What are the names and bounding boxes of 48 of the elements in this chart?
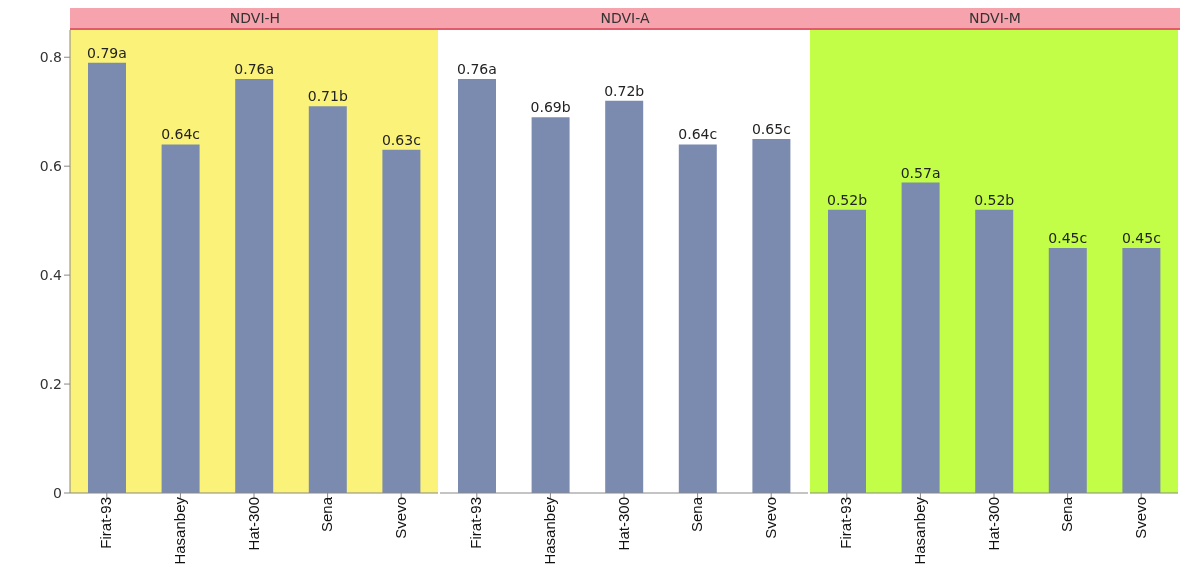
data-label: 0.64c (161, 126, 201, 143)
data-label: 0.76a (457, 61, 497, 78)
chart-title: NDVI-M (810, 8, 1180, 30)
y-tick-label: 0 (53, 484, 62, 501)
bar (531, 117, 570, 493)
bar (161, 144, 200, 493)
y-tick-label: 0.8 (39, 49, 62, 66)
x-tick-label: Svevo (761, 497, 779, 539)
x-tick-label: Hat-300 (244, 497, 262, 551)
x-tick-label: Firat-93 (837, 497, 855, 549)
x-tick-label: Sena (318, 496, 336, 533)
data-label: 0.65c (751, 120, 791, 137)
bar (678, 144, 717, 493)
data-label: 0.52b (826, 191, 868, 208)
data-label: 0.52b (974, 191, 1015, 208)
x-tick-label: Hasanbey (911, 496, 929, 565)
bar (458, 79, 496, 493)
x-tick-label: Svevo (391, 497, 409, 539)
data-label: 0.63c (381, 131, 421, 148)
data-label: 0.45c (1121, 229, 1161, 246)
x-tick-label: Svevo (1131, 497, 1149, 539)
x-tick-label: Sena (1058, 496, 1076, 533)
data-label: 0.69b (530, 99, 571, 116)
data-label: 0.57a (900, 164, 941, 181)
bar (88, 62, 126, 493)
data-label: 0.79a (87, 44, 127, 61)
y-tick-label: 0.4 (39, 267, 63, 284)
bar (605, 100, 644, 493)
data-label: 0.76a (234, 61, 275, 78)
data-label: 0.64c (678, 126, 718, 143)
x-tick-label: Firat-93 (97, 497, 115, 549)
bar (308, 106, 347, 493)
x-tick-label: Hasanbey (541, 496, 559, 565)
y-tick-label: 0.2 (39, 376, 62, 393)
chart-title: NDVI-A (440, 8, 810, 30)
y-tick-label: 0.6 (39, 158, 63, 175)
data-label: 0.72b (604, 82, 645, 99)
x-tick-label: Sena (688, 496, 706, 533)
chart-title: NDVI-H (70, 8, 440, 30)
data-label: 0.45c (1048, 229, 1088, 246)
bar (752, 138, 791, 493)
x-tick-label: Hasanbey (171, 496, 189, 565)
x-tick-label: Hat-300 (614, 497, 632, 551)
data-label: 0.71b (307, 88, 348, 105)
x-tick-label: Hat-300 (984, 497, 1002, 551)
bar (235, 79, 274, 493)
x-tick-label: Firat-93 (467, 497, 485, 549)
bar (382, 149, 421, 493)
